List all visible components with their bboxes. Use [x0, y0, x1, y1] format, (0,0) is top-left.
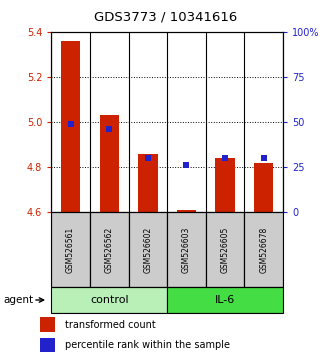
Bar	[167, 212, 206, 287]
Text: GSM526605: GSM526605	[220, 226, 230, 273]
Bar	[128, 212, 167, 287]
Text: control: control	[90, 295, 128, 305]
Text: agent: agent	[3, 295, 33, 305]
Text: IL-6: IL-6	[215, 295, 235, 305]
Bar	[244, 212, 283, 287]
Text: transformed count: transformed count	[65, 320, 155, 330]
Bar	[100, 115, 119, 212]
Text: GSM526678: GSM526678	[259, 227, 268, 273]
Bar	[206, 212, 244, 287]
Text: GSM526561: GSM526561	[66, 227, 75, 273]
Bar	[51, 212, 90, 287]
Bar	[51, 287, 167, 313]
Text: GSM526603: GSM526603	[182, 226, 191, 273]
Bar	[215, 158, 235, 212]
Bar	[40, 338, 55, 352]
Bar	[40, 317, 55, 332]
Bar	[61, 41, 80, 212]
Text: percentile rank within the sample: percentile rank within the sample	[65, 340, 229, 350]
Bar	[90, 212, 128, 287]
Bar	[138, 154, 158, 212]
Text: GDS3773 / 10341616: GDS3773 / 10341616	[94, 11, 237, 24]
Bar	[167, 287, 283, 313]
Text: GSM526562: GSM526562	[105, 227, 114, 273]
Bar	[177, 210, 196, 212]
Bar	[254, 163, 273, 212]
Text: GSM526602: GSM526602	[143, 227, 152, 273]
